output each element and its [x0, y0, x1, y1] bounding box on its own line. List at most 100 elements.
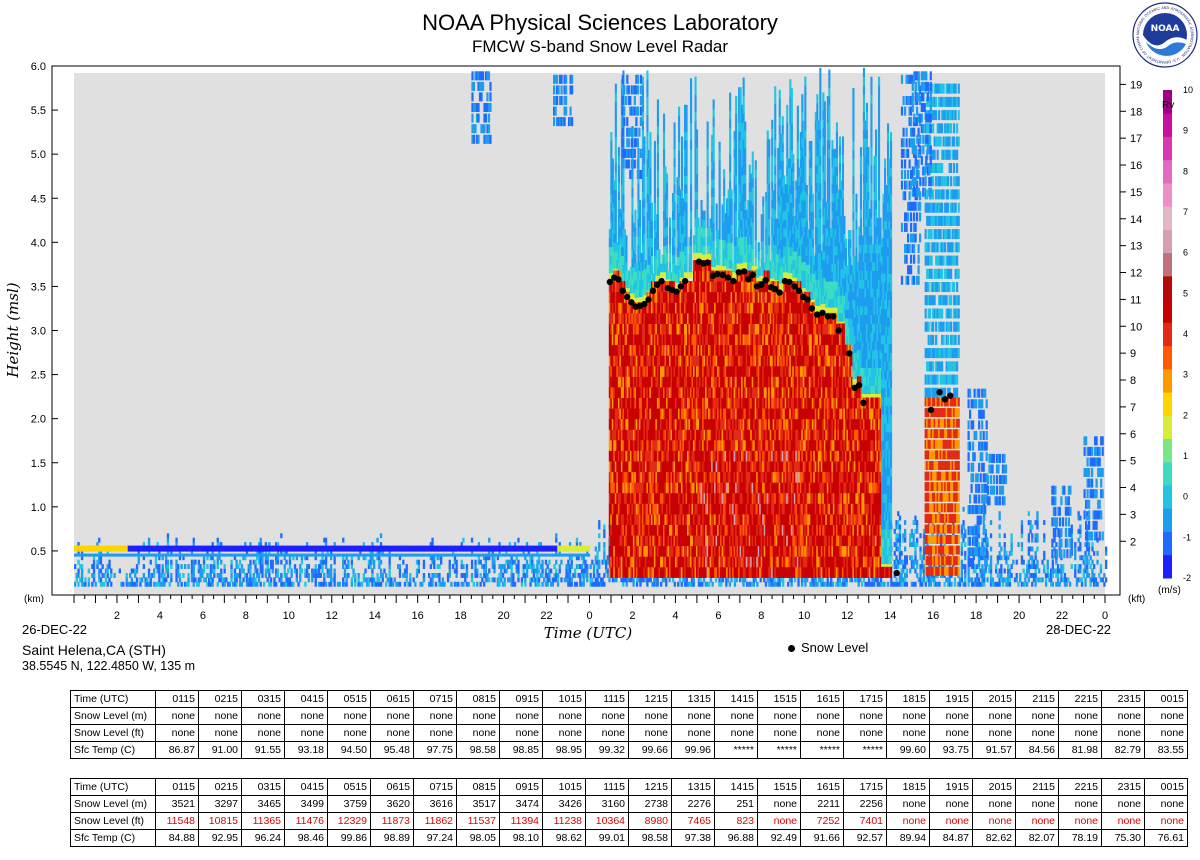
echo-cell	[613, 513, 616, 525]
echo-cell	[620, 176, 623, 186]
echo-cell	[660, 503, 663, 515]
echo-cell	[371, 573, 374, 578]
echo-cell	[682, 524, 685, 536]
echo-cell	[656, 291, 659, 303]
echo-cell	[610, 397, 613, 409]
echo-cell	[672, 237, 675, 247]
echo-cell	[667, 355, 670, 367]
echo-cell	[673, 408, 676, 420]
echo-cell	[874, 577, 877, 583]
echo-cell	[916, 528, 919, 534]
echo-cell	[616, 251, 619, 261]
echo-cell	[492, 545, 499, 552]
echo-cell	[681, 163, 684, 173]
echo-cell	[591, 577, 594, 583]
echo-cell	[176, 553, 182, 557]
echo-cell	[536, 577, 539, 583]
echo-cell	[652, 461, 655, 473]
echo-cell	[663, 302, 666, 314]
echo-cell	[652, 344, 655, 356]
echo-cell	[1022, 568, 1025, 574]
echo-cell	[904, 533, 907, 539]
echo-cell	[678, 386, 681, 398]
echo-cell	[718, 581, 721, 587]
echo-cell	[398, 564, 402, 569]
echo-cell	[644, 566, 647, 578]
echo-cell	[1029, 524, 1032, 530]
echo-cell	[170, 550, 173, 556]
echo-cell	[257, 577, 261, 583]
echo-cell	[643, 376, 646, 388]
echo-cell	[103, 581, 106, 587]
echo-cell	[626, 492, 629, 504]
echo-cell	[826, 577, 829, 583]
echo-cell	[669, 408, 672, 420]
echo-cell	[216, 555, 219, 561]
echo-cell	[608, 577, 611, 583]
echo-cell	[213, 573, 216, 578]
echo-cell	[661, 418, 664, 430]
echo-cell	[256, 581, 259, 587]
echo-cell	[658, 249, 661, 259]
echo-cell	[623, 524, 626, 536]
echo-cell	[628, 450, 631, 462]
echo-cell	[170, 577, 173, 583]
echo-cell	[663, 355, 666, 367]
echo-cell	[673, 397, 676, 409]
echo-cell	[635, 577, 639, 583]
echo-cell	[1010, 533, 1013, 539]
echo-cell	[670, 566, 673, 578]
echo-cell	[290, 568, 293, 574]
echo-cell	[684, 408, 687, 420]
echo-cell	[641, 439, 644, 451]
echo-cell	[194, 577, 197, 583]
echo-cell	[567, 573, 570, 578]
echo-cell	[629, 439, 632, 451]
echo-cell	[622, 193, 625, 204]
echo-cell	[1068, 581, 1072, 587]
echo-cell	[620, 397, 623, 409]
echo-cell	[647, 158, 650, 168]
echo-cell	[500, 564, 503, 569]
echo-cell	[1087, 573, 1091, 578]
echo-cell	[660, 386, 663, 398]
echo-cell	[660, 302, 663, 314]
echo-cell	[641, 344, 644, 356]
echo-cell	[613, 471, 616, 483]
echo-cell	[613, 408, 616, 420]
echo-cell	[637, 192, 640, 202]
echo-cell	[197, 564, 200, 569]
echo-cell	[476, 581, 479, 587]
echo-cell	[629, 267, 632, 277]
echo-cell	[613, 461, 616, 473]
echo-cell	[614, 513, 617, 525]
echo-cell	[673, 556, 676, 568]
echo-cell	[914, 542, 917, 547]
echo-cell	[330, 550, 333, 556]
echo-cell	[611, 365, 614, 377]
echo-cell	[977, 581, 981, 587]
echo-cell	[613, 386, 616, 398]
echo-cell	[154, 545, 161, 552]
echo-cell	[95, 545, 102, 552]
echo-cell	[299, 573, 302, 578]
echo-cell	[584, 573, 587, 578]
echo-cell	[656, 566, 659, 578]
echo-cell	[632, 535, 635, 547]
echo-cell	[129, 581, 132, 587]
echo-cell	[220, 542, 223, 547]
echo-cell	[629, 355, 632, 367]
echo-cell	[641, 120, 644, 130]
echo-cell	[658, 312, 661, 324]
echo-cell	[632, 267, 635, 277]
echo-cell	[652, 408, 655, 420]
echo-cell	[974, 568, 977, 574]
echo-cell	[613, 429, 616, 441]
echo-cell	[259, 537, 262, 543]
echo-cell	[1074, 564, 1077, 569]
echo-cell	[660, 439, 663, 451]
echo-cell	[431, 537, 434, 543]
echo-cell	[675, 355, 678, 367]
echo-cell	[235, 564, 238, 569]
echo-cell	[655, 492, 658, 504]
